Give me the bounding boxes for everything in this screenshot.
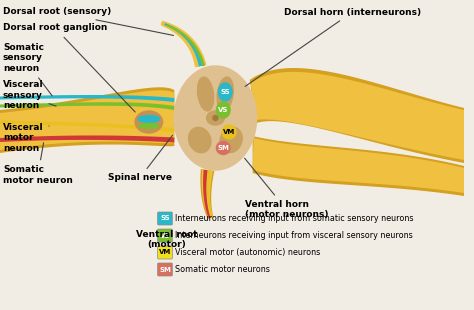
- Ellipse shape: [139, 123, 159, 129]
- Polygon shape: [250, 68, 464, 163]
- Polygon shape: [161, 22, 206, 67]
- Text: Interneurons receiving input from visceral sensory neurons: Interneurons receiving input from viscer…: [175, 231, 413, 240]
- Text: SM: SM: [217, 145, 229, 151]
- Polygon shape: [0, 95, 174, 102]
- Polygon shape: [0, 102, 174, 110]
- Text: SS: SS: [220, 89, 230, 95]
- Text: SM: SM: [159, 267, 171, 272]
- Ellipse shape: [138, 116, 160, 122]
- FancyBboxPatch shape: [158, 229, 173, 242]
- Ellipse shape: [207, 111, 224, 125]
- Polygon shape: [253, 136, 464, 196]
- Ellipse shape: [198, 77, 214, 111]
- Text: Somatic motor neurons: Somatic motor neurons: [175, 265, 270, 274]
- Text: VM: VM: [159, 250, 171, 255]
- Polygon shape: [201, 169, 214, 219]
- Ellipse shape: [217, 77, 233, 111]
- Text: VS: VS: [160, 232, 170, 238]
- Polygon shape: [0, 135, 174, 143]
- Polygon shape: [164, 23, 203, 66]
- Polygon shape: [202, 169, 213, 219]
- Text: Ventral horn
(motor neurons): Ventral horn (motor neurons): [245, 158, 328, 219]
- Text: Spinal nerve: Spinal nerve: [108, 135, 173, 183]
- FancyBboxPatch shape: [158, 263, 173, 276]
- Ellipse shape: [219, 83, 232, 101]
- Polygon shape: [0, 121, 174, 132]
- Text: VS: VS: [218, 107, 228, 113]
- Text: Visceral
motor
neuron: Visceral motor neuron: [3, 123, 49, 153]
- Text: Dorsal root ganglion: Dorsal root ganglion: [3, 24, 135, 112]
- Text: Somatic
sensory
neuron: Somatic sensory neuron: [3, 43, 52, 96]
- Ellipse shape: [217, 102, 230, 118]
- Text: Dorsal horn (interneurons): Dorsal horn (interneurons): [245, 7, 421, 86]
- FancyBboxPatch shape: [158, 212, 173, 225]
- Text: Visceral
sensory
neuron: Visceral sensory neuron: [3, 80, 56, 110]
- Ellipse shape: [135, 111, 163, 133]
- Polygon shape: [203, 170, 210, 218]
- Polygon shape: [166, 24, 205, 66]
- Text: Ventral root
(motor): Ventral root (motor): [136, 230, 197, 250]
- Text: Interneurons receiving input from somatic sensory neurons: Interneurons receiving input from somati…: [175, 214, 414, 223]
- Ellipse shape: [213, 116, 218, 121]
- Text: Visceral motor (autonomic) neurons: Visceral motor (autonomic) neurons: [175, 248, 320, 257]
- Polygon shape: [161, 22, 205, 67]
- Polygon shape: [0, 90, 174, 150]
- Text: Dorsal root (sensory): Dorsal root (sensory): [3, 7, 173, 35]
- Text: Somatic
motor neuron: Somatic motor neuron: [3, 143, 73, 185]
- Ellipse shape: [222, 125, 236, 139]
- Polygon shape: [0, 87, 174, 153]
- FancyBboxPatch shape: [158, 246, 173, 259]
- Text: VM: VM: [223, 129, 235, 135]
- Polygon shape: [253, 138, 464, 193]
- Ellipse shape: [174, 66, 256, 170]
- Polygon shape: [161, 21, 207, 67]
- Ellipse shape: [189, 127, 211, 153]
- Polygon shape: [207, 170, 213, 218]
- Text: SS: SS: [160, 215, 170, 222]
- Ellipse shape: [220, 127, 242, 153]
- Ellipse shape: [217, 141, 230, 154]
- Polygon shape: [251, 72, 464, 160]
